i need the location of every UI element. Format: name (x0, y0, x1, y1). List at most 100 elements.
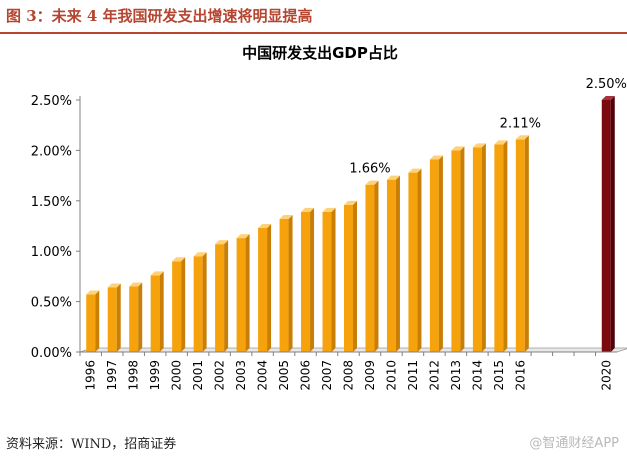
bar-front (451, 150, 461, 352)
x-tick-label: 2006 (299, 360, 313, 391)
bar-top (494, 140, 508, 145)
bar-front (322, 211, 332, 352)
bar (129, 282, 143, 352)
data-label: 2.50% (586, 77, 627, 92)
bar-side (374, 180, 379, 352)
bar-top (86, 290, 100, 295)
x-tick-label: 1999 (148, 360, 162, 391)
bar-top (258, 224, 272, 229)
bar (172, 257, 186, 352)
bar-front (258, 228, 268, 352)
bar-front (150, 275, 160, 352)
bar-top (129, 282, 143, 287)
bar-top (344, 200, 357, 205)
bar-side (159, 271, 164, 352)
data-labels: 1.66% 2.11% 2.50% (349, 77, 627, 177)
bar-front (215, 244, 225, 352)
x-tick-label: 2003 (234, 360, 248, 391)
bar-side (310, 207, 315, 352)
bar-side (288, 214, 293, 352)
bar-top (365, 180, 379, 185)
bar-top (172, 257, 186, 262)
bar (150, 271, 164, 352)
source-note: 资料来源：WIND，招商证券 (6, 437, 177, 452)
bar-top (150, 271, 164, 276)
y-tick-label: 1.50% (31, 195, 72, 210)
bar-front (386, 179, 396, 352)
x-tick-label: 2012 (427, 360, 441, 391)
figure-caption: 图 3：未来 4 年我国研发支出增速将明显提高 (6, 7, 313, 25)
bar-front (344, 204, 353, 352)
y-tick-label: 0.00% (31, 346, 72, 361)
x-tick-label: 2020 (599, 360, 613, 391)
bar-side (116, 283, 121, 352)
x-tick-label: 2000 (170, 360, 184, 391)
bar-front (86, 294, 96, 352)
bar-side (353, 200, 357, 352)
bar-top (193, 252, 207, 257)
bar (472, 143, 486, 352)
bar-side (202, 252, 207, 352)
bar-side (438, 155, 443, 352)
y-tick-label: 0.50% (31, 296, 72, 311)
bar (515, 135, 529, 352)
bar-front (601, 100, 611, 352)
bar-front (193, 256, 203, 352)
bar-side (481, 143, 486, 352)
bar-front (236, 238, 246, 352)
bar (107, 283, 121, 352)
bar (236, 234, 250, 352)
bar-highlight (601, 96, 615, 352)
watermark: @智通财经APP (529, 436, 619, 451)
bar (344, 200, 357, 352)
y-tick-label: 2.00% (31, 144, 72, 159)
bar-top (215, 240, 229, 245)
bar-side (138, 282, 143, 352)
bar (322, 207, 336, 352)
chart-title: 中国研发支出GDP占比 (242, 44, 398, 62)
bar (429, 155, 443, 352)
x-tick-label: 2013 (449, 360, 463, 391)
bar-top (386, 175, 400, 180)
bars (86, 96, 615, 352)
bar-front (429, 159, 439, 352)
x-tick-label: 2004 (256, 360, 270, 391)
x-tick-label: 2010 (384, 360, 398, 391)
bar (494, 140, 508, 352)
bar (386, 175, 400, 352)
bar (279, 214, 293, 352)
bar (215, 240, 229, 352)
bar-side (417, 168, 422, 352)
bar-chart: 中国研发支出GDP占比 0.00% 0.50% 1.00% 1.50% 2.00% 2.5… (31, 44, 627, 391)
bar-front (494, 144, 504, 352)
bar (301, 207, 315, 352)
bar-side (224, 240, 229, 352)
x-tick-label: 2008 (342, 360, 356, 391)
bar-front (515, 139, 525, 352)
x-tick-label: 2014 (470, 360, 484, 391)
data-label: 2.11% (500, 116, 541, 131)
y-tick-label: 2.50% (31, 94, 72, 109)
y-axis: 0.00% 0.50% 1.00% 1.50% 2.00% 2.50% (31, 94, 81, 361)
x-tick-label: 2002 (213, 360, 227, 391)
x-tick-label: 1998 (127, 360, 141, 391)
x-tick-label: 2005 (277, 360, 291, 391)
x-tick-label: 2007 (320, 360, 334, 391)
bar-top (408, 168, 422, 173)
data-label: 1.66% (349, 162, 390, 177)
bar-side (460, 146, 465, 352)
x-tick-label: 1996 (84, 360, 98, 391)
bar-top (301, 207, 315, 212)
bar (365, 180, 379, 352)
bar-top (236, 234, 250, 239)
bar-side (395, 175, 400, 352)
x-tick-label: 2011 (406, 360, 420, 391)
bar-front (172, 261, 182, 352)
bar-side (524, 135, 529, 352)
bar-side (181, 257, 186, 352)
x-tick-label: 2016 (513, 360, 527, 391)
bar (451, 146, 465, 352)
bar-side (95, 290, 100, 352)
bar (258, 224, 272, 352)
bar-top (279, 214, 293, 219)
